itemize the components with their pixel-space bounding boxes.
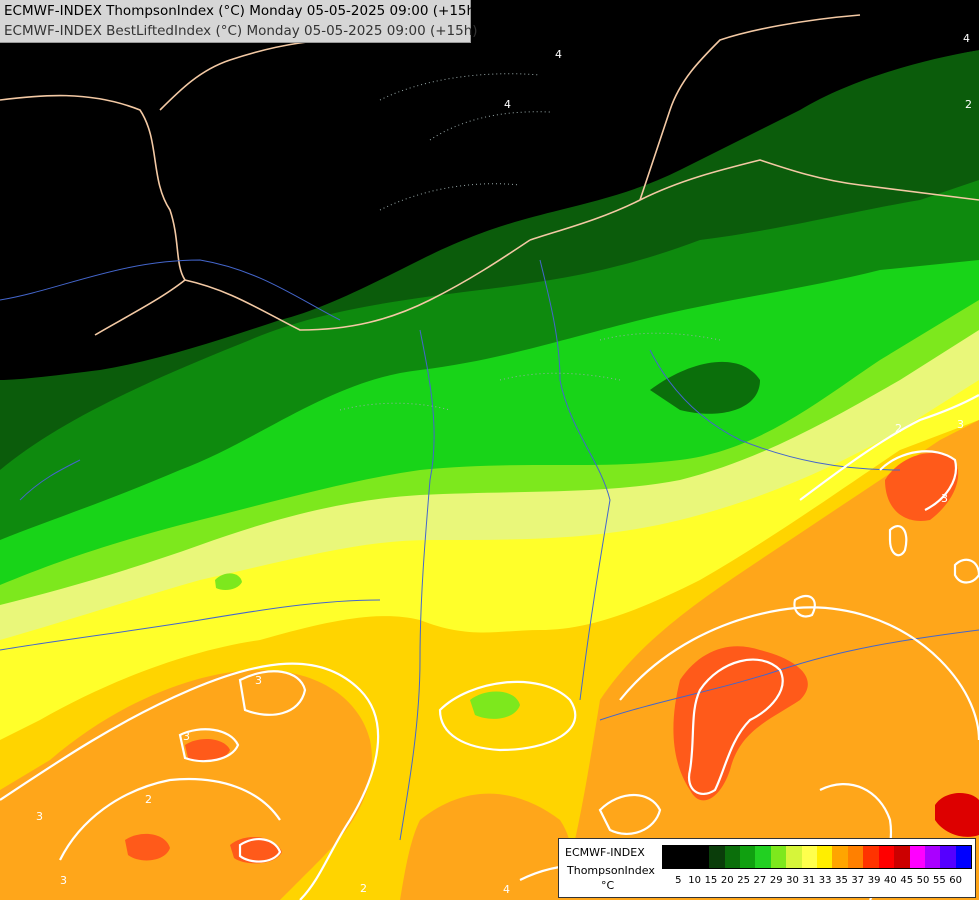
legend-swatch [740,846,756,868]
legend-swatch [770,846,787,868]
map-title-box: ECMWF-INDEX ThompsonIndex (°C) Monday 05… [0,0,480,43]
contour-label: 3 [36,810,43,823]
legend-color-bar [662,845,972,869]
legend-tick: 50 [916,875,930,886]
country-borders [0,14,979,336]
legend-model-label: ECMWF-INDEX [565,846,645,859]
contour-label: 3 [255,674,262,687]
title-best-lifted-index: ECMWF-INDEX BestLiftedIndex (°C) Monday … [4,23,478,39]
band-black-north [0,0,979,380]
legend-variable-label: ThompsonIndex [567,864,655,877]
rivers [0,259,979,841]
legend-tick: 33 [818,875,832,886]
dotted-contours [339,73,721,411]
legend-swatch [955,846,972,868]
band-red-sw [185,738,230,762]
color-legend: ECMWF-INDEX ThompsonIndex °C 5 10 15 20 25 27… [558,838,976,898]
band-red-east [673,646,808,801]
contour-label: 2 [965,98,972,111]
legend-swatch [663,846,679,868]
legend-tick: 60 [949,875,963,886]
legend-tick: 20 [720,875,734,886]
title-thompson-index: ECMWF-INDEX ThompsonIndex (°C) Monday 05… [4,3,481,19]
legend-swatch [786,846,802,868]
legend-tick: 35 [835,875,848,886]
contour-label: 3 [941,492,948,505]
legend-tick-labels: 5 10 15 20 25 27 29 30 31 33 35 37 39 40 45 50 55 60 [662,875,972,889]
legend-tick: 55 [932,875,946,886]
legend-tick: 40 [884,875,897,886]
legend-swatch [801,846,818,868]
legend-swatch [693,846,710,868]
contour-label: 2 [895,422,902,435]
legend-tick: 39 [867,875,881,886]
legend-swatch [832,846,848,868]
contour-label: 3 [60,874,67,887]
band-orange [0,670,372,900]
legend-swatch [909,846,925,868]
legend-swatch [940,846,956,868]
legend-tick: 31 [802,875,816,886]
legend-swatch [817,846,833,868]
legend-swatch [755,846,771,868]
legend-tick: 5 [675,875,682,886]
legend-swatch [894,846,910,868]
contour-label: 3 [957,418,964,431]
legend-tick: 27 [753,875,767,886]
legend-tick: 15 [704,875,718,886]
contour-label: 4 [503,883,510,896]
legend-tick: 10 [688,875,701,886]
legend-tick: 29 [769,875,783,886]
legend-tick: 30 [786,875,799,886]
band-darkred-se [935,793,979,837]
contour-label: 4 [555,48,562,61]
legend-swatch [924,846,941,868]
legend-unit-label: °C [601,879,615,892]
band-orange-south [400,793,572,900]
band-green-patch-west [215,573,242,590]
legend-swatch [878,846,895,868]
contour-label: 2 [145,793,152,806]
band-dark-green-patch [650,361,760,414]
contour-label: 4 [963,32,970,45]
band-red-northeast [885,452,959,521]
legend-swatch [709,846,725,868]
contour-label: 2 [360,882,367,895]
band-green-patch-center [470,691,520,719]
legend-swatch [724,846,741,868]
legend-tick: 25 [737,875,750,886]
contour-label: 3 [183,730,190,743]
legend-tick: 37 [851,875,865,886]
contour-label: 4 [504,98,511,111]
legend-swatch [847,846,864,868]
legend-tick: 45 [900,875,914,886]
legend-swatch [678,846,694,868]
legend-swatch [863,846,879,868]
band-red-south [125,833,170,861]
